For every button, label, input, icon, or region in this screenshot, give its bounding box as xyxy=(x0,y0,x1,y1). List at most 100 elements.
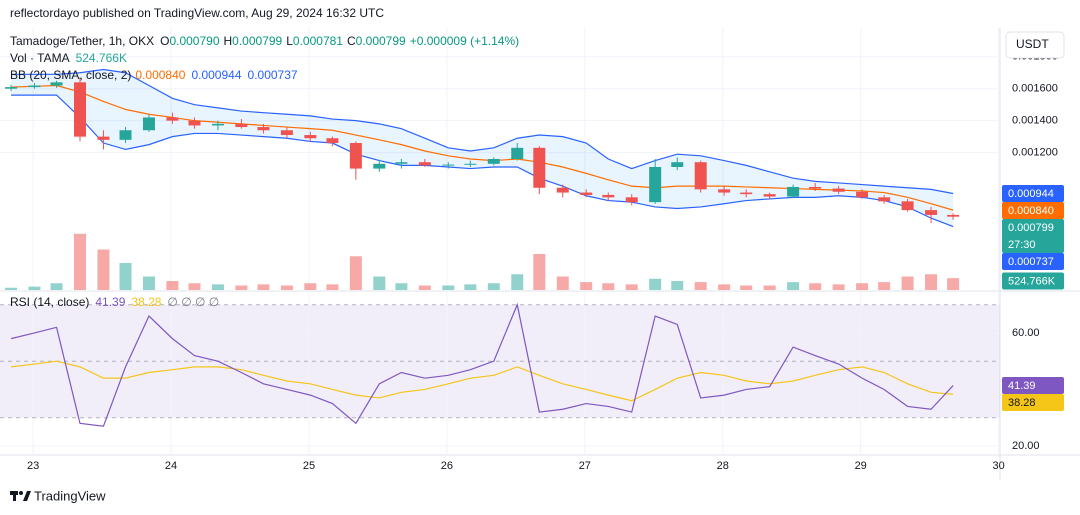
volume-bar xyxy=(442,285,455,290)
bb-upper-value: 0.000944 xyxy=(191,68,241,82)
candle-body xyxy=(326,138,339,144)
candle-body xyxy=(349,143,362,169)
candle-body xyxy=(832,188,845,192)
price-badge xyxy=(1002,272,1064,290)
bb-upper xyxy=(11,68,954,195)
bb-lower-value: 0.000737 xyxy=(248,68,298,82)
x-tick-label: 28 xyxy=(717,460,729,472)
rsi-ma-value: 38.28 xyxy=(131,295,161,309)
rsi-empty-values: ∅ ∅ ∅ ∅ xyxy=(167,295,219,309)
candle-body xyxy=(694,162,707,190)
ohlc-key: H xyxy=(224,34,233,48)
volume-bar xyxy=(74,233,86,290)
bb-title: BB (20, SMA, close, 2) xyxy=(10,68,131,82)
logo-part xyxy=(13,491,16,501)
x-tick-label: 26 xyxy=(441,460,453,472)
candle-body xyxy=(763,194,776,197)
rsi-line xyxy=(10,302,954,427)
volume-bar xyxy=(418,285,431,290)
candle-body xyxy=(235,123,248,128)
candle-body xyxy=(511,147,524,159)
candle-body xyxy=(740,192,753,195)
volume-bar xyxy=(878,282,891,290)
rsi-tick-label: 60.00 xyxy=(1012,327,1040,339)
volume-bar xyxy=(809,283,822,290)
price-badge-label: 0.000944 xyxy=(1008,188,1054,200)
price-badge xyxy=(1002,202,1064,220)
volume-bar xyxy=(947,278,960,290)
volume-bar xyxy=(856,283,869,290)
candle-body xyxy=(878,197,891,202)
price-badge xyxy=(1002,377,1064,395)
legend: Tamadoge/Tether, 1h, OKX O0.000790 H 0.0007… xyxy=(10,34,519,309)
candle-body xyxy=(373,163,386,169)
volume-bar xyxy=(625,284,638,290)
publisher-line: reflectordayo published on TradingView.c… xyxy=(10,6,384,20)
currency-button[interactable]: USDT xyxy=(1005,31,1065,59)
volume-bar xyxy=(50,283,63,290)
volume-bar xyxy=(97,249,110,290)
candle-body xyxy=(718,189,731,193)
plot-area: 23 24 25 26 27 28 29 30 0.001200 0.001400 0.001600… xyxy=(0,28,1064,472)
volume-bar xyxy=(257,284,270,290)
volume-value: 524.766K xyxy=(76,51,127,65)
bb-basis-value: 0.000840 xyxy=(135,68,185,82)
ohlc-value: 0.000790 xyxy=(169,34,219,48)
volume-bar xyxy=(280,285,293,290)
candle-body xyxy=(602,194,615,198)
volume-bar xyxy=(763,285,776,290)
change: +0.000009 (+1.14%) xyxy=(410,34,519,48)
candle-body xyxy=(395,162,408,164)
rsi-ma-line xyxy=(10,360,954,402)
candle-body xyxy=(901,201,914,211)
candle-body xyxy=(418,162,431,166)
candle-body xyxy=(649,166,662,203)
ohlc-key: O xyxy=(160,34,169,48)
price-badge-label: 0.000737 xyxy=(1008,256,1054,268)
volume-bar xyxy=(694,282,707,290)
volume-bar xyxy=(349,256,362,290)
x-tick-label: 25 xyxy=(303,460,315,472)
candle-body xyxy=(947,214,960,217)
volume-bar xyxy=(533,254,546,290)
candle-body xyxy=(188,120,201,126)
brand[interactable]: TradingView xyxy=(34,488,106,503)
candle-body xyxy=(442,164,455,166)
currency-label[interactable]: USDT xyxy=(1016,37,1049,51)
volume-bar xyxy=(602,283,615,290)
currency-button-frame[interactable] xyxy=(1005,31,1065,59)
price-badge xyxy=(1002,219,1064,254)
price-badge xyxy=(1002,394,1064,412)
volume-bar xyxy=(119,263,132,290)
footer-logo[interactable]: TradingView xyxy=(10,488,106,503)
volume-bar xyxy=(464,284,477,290)
ohlc-value: 0.000781 xyxy=(293,34,343,48)
volume-legend: Vol · TAMA 524.766K xyxy=(10,51,127,65)
y-tick-label: 0.001200 xyxy=(1012,147,1058,159)
symbol: Tamadoge/Tether, 1h, OKX xyxy=(10,34,154,48)
rsi-value: 41.39 xyxy=(95,295,125,309)
volume-bar xyxy=(211,284,224,290)
candle-body xyxy=(925,210,938,215)
volume-bar xyxy=(649,278,662,290)
x-tick-label: 27 xyxy=(579,460,591,472)
rsi-legend: RSI (14, close) 41.39 38.28 ∅ ∅ ∅ ∅ xyxy=(10,295,219,309)
candle-body xyxy=(464,163,477,165)
candle-body xyxy=(487,159,500,164)
candle-body xyxy=(625,197,638,203)
rsi-tick-label: 20.00 xyxy=(1012,440,1040,452)
candle-body xyxy=(304,135,317,139)
candle-body xyxy=(809,186,822,189)
volume-bar xyxy=(511,274,524,290)
volume-bar xyxy=(925,274,938,290)
volume-bar xyxy=(832,284,845,290)
y-tick-label: 0.001600 xyxy=(1012,83,1058,95)
candle-body xyxy=(166,117,179,121)
price-badge xyxy=(1002,253,1064,271)
volume-title: Vol · TAMA xyxy=(10,51,70,65)
price-badge-label: 524.766K xyxy=(1008,275,1056,287)
volume-bar xyxy=(235,285,248,290)
bb-lower xyxy=(11,94,954,228)
volume-bar xyxy=(718,284,731,290)
volume-bar xyxy=(166,281,179,290)
